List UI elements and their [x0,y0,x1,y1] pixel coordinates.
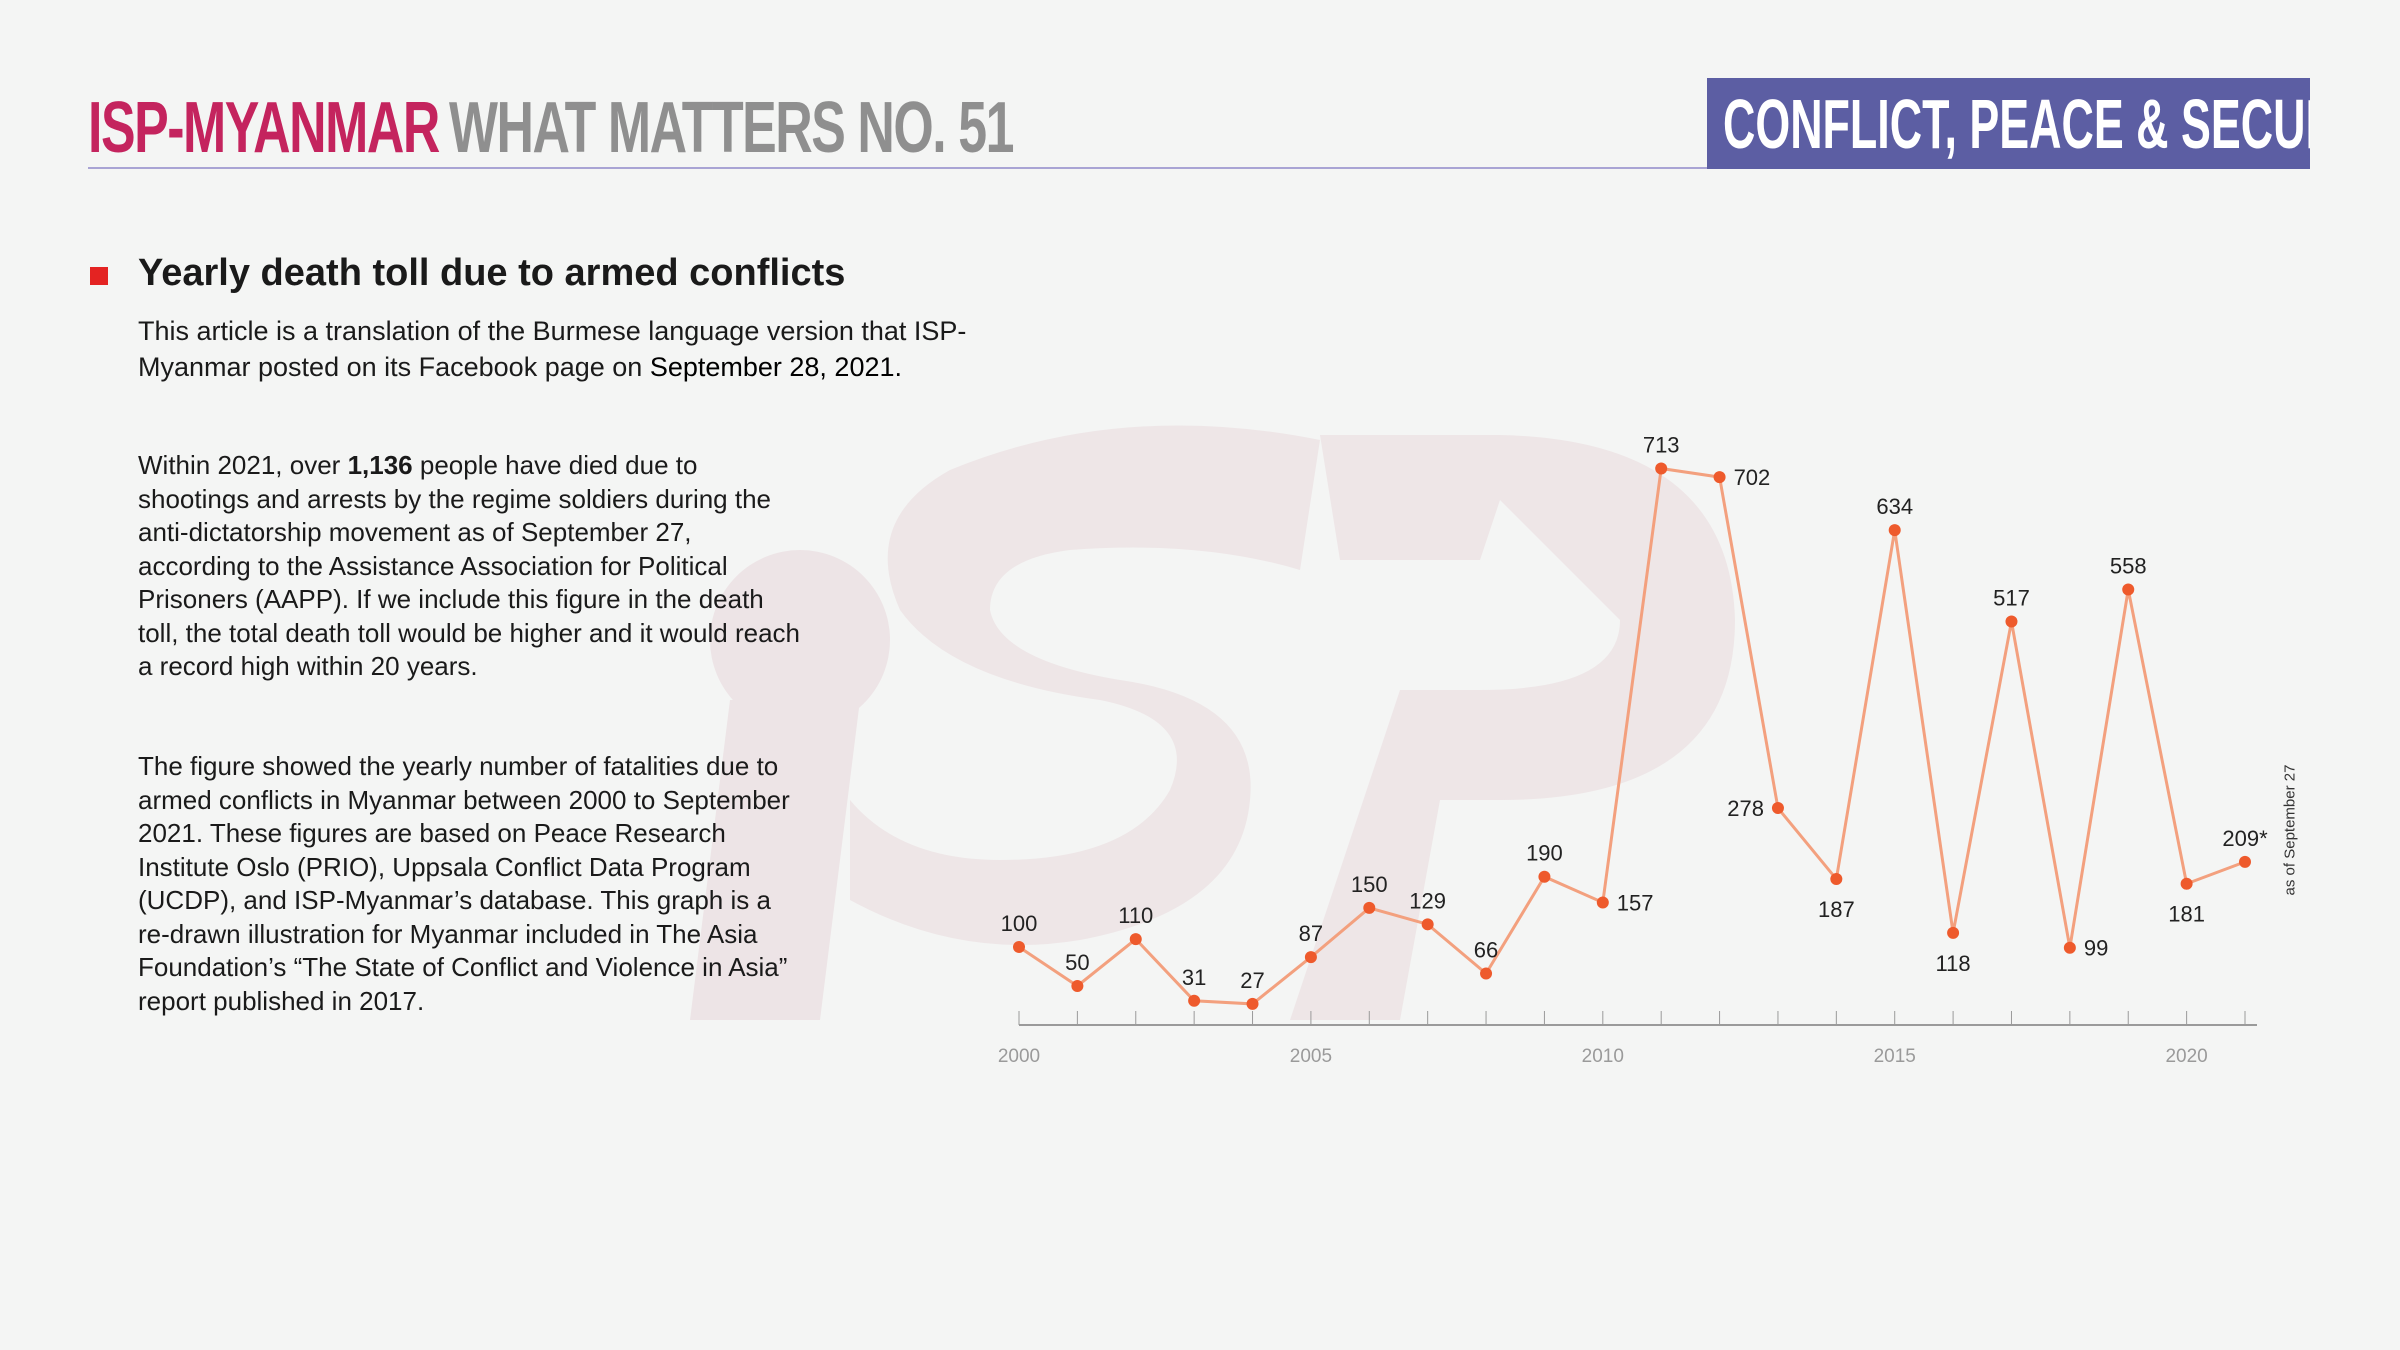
data-label: 157 [1617,890,1654,915]
masthead: ISP-MYANMAR WHAT MATTERS NO. 51 [88,88,1014,168]
data-label: 190 [1526,841,1563,866]
data-label: 713 [1643,433,1680,458]
article-title: Yearly death toll due to armed conflicts [138,252,846,294]
data-label: 110 [1118,903,1153,928]
data-label: 209* [2222,826,2268,851]
isp-watermark-logo [690,425,1735,1020]
data-point [1771,802,1784,815]
data-label: 118 [1936,951,1971,976]
para1-bold: 1,136 [347,450,413,480]
data-point [2122,583,2135,596]
data-label: 634 [1876,494,1913,519]
data-point [1947,926,1960,939]
data-label: 50 [1065,950,1089,975]
title-bullet-icon [90,267,108,285]
data-label: 27 [1240,968,1264,993]
article-subtitle: This article is a translation of the Bur… [138,313,1078,385]
data-point [1013,940,1025,953]
x-tick-label: 2020 [2165,1046,2207,1067]
data-point [1713,471,1726,484]
data-label: 278 [1727,796,1764,821]
paragraph-1: Within 2021, over 1,136 people have died… [138,449,808,684]
data-label: 99 [2084,936,2108,961]
data-point [1363,901,1376,914]
data-point [1188,994,1201,1007]
chart-annotation: as of September 27 [2281,764,2299,896]
data-label: 558 [2110,553,2147,578]
data-label: 31 [1182,965,1206,990]
data-point [1596,896,1609,909]
x-tick-label: 2000 [998,1046,1040,1067]
data-point [1888,524,1901,537]
data-label: 517 [1993,585,2030,610]
subtitle-date: September 28, 2021. [649,352,902,382]
data-label: 66 [1474,937,1498,962]
category-badge: CONFLICT, PEACE & SECURITY [1707,78,2310,169]
x-tick-label: 2015 [1874,1046,1916,1067]
x-tick-label: 2010 [1582,1046,1624,1067]
data-label: 150 [1351,872,1388,897]
data-point [1129,933,1142,946]
data-point [1655,462,1668,475]
data-label: 87 [1299,921,1323,946]
series-title: WHAT MATTERS NO. 51 [449,88,1014,168]
data-label: 100 [1001,911,1038,936]
data-point [1304,951,1317,964]
x-tick-label: 2005 [1290,1046,1332,1067]
data-label: 702 [1734,465,1771,490]
category-badge-label: CONFLICT, PEACE & SECURITY [1723,85,2310,163]
data-label: 181 [2168,902,2205,927]
data-label: 129 [1409,888,1446,913]
series-line [1018,466,2246,1006]
data-point [2005,615,2018,628]
header-divider [88,167,1708,169]
data-point [2239,855,2251,868]
data-point [1421,918,1434,931]
paragraph-2: The figure showed the yearly number of f… [138,751,790,1016]
para1-text-rest: people have died due to shootings and ar… [138,450,800,681]
subtitle-text: This article is a translation of the Bur… [138,316,967,382]
data-point [1071,979,1084,992]
data-point [1538,870,1551,883]
data-point [1480,967,1493,980]
data-point [2180,877,2193,890]
data-point [2063,941,2076,954]
data-label: 187 [1818,897,1855,922]
data-point [1246,997,1259,1010]
para1-text: Within 2021, over [138,450,348,480]
data-point [1830,873,1843,886]
brand-name: ISP-MYANMAR [88,88,440,168]
